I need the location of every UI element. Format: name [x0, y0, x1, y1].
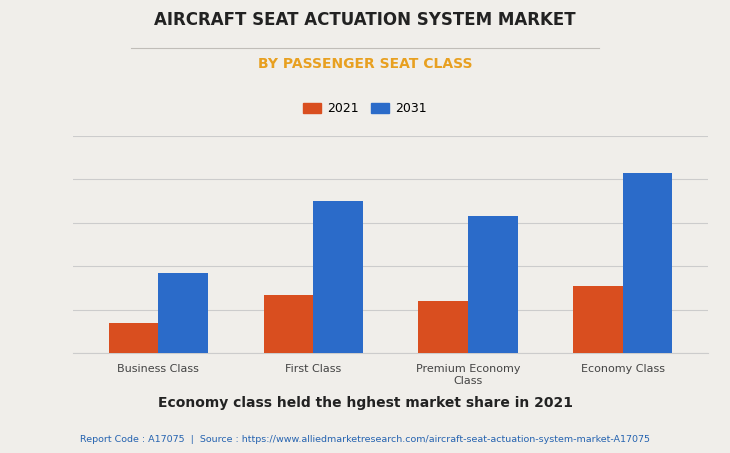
Bar: [264, 294, 313, 353]
Bar: [109, 323, 158, 353]
Bar: [623, 173, 672, 353]
Text: BY PASSENGER SEAT CLASS: BY PASSENGER SEAT CLASS: [258, 57, 472, 71]
Text: Report Code : A17075  |  Source : https://www.alliedmarketresearch.com/aircraft-: Report Code : A17075 | Source : https://…: [80, 435, 650, 444]
Bar: [418, 301, 468, 353]
Text: Economy class held the hghest market share in 2021: Economy class held the hghest market sha…: [158, 396, 572, 410]
Bar: [158, 273, 208, 353]
Bar: [573, 286, 623, 353]
Text: AIRCRAFT SEAT ACTUATION SYSTEM MARKET: AIRCRAFT SEAT ACTUATION SYSTEM MARKET: [154, 11, 576, 29]
Bar: [313, 201, 363, 353]
Legend: 2021, 2031: 2021, 2031: [299, 97, 431, 120]
Bar: [468, 217, 518, 353]
